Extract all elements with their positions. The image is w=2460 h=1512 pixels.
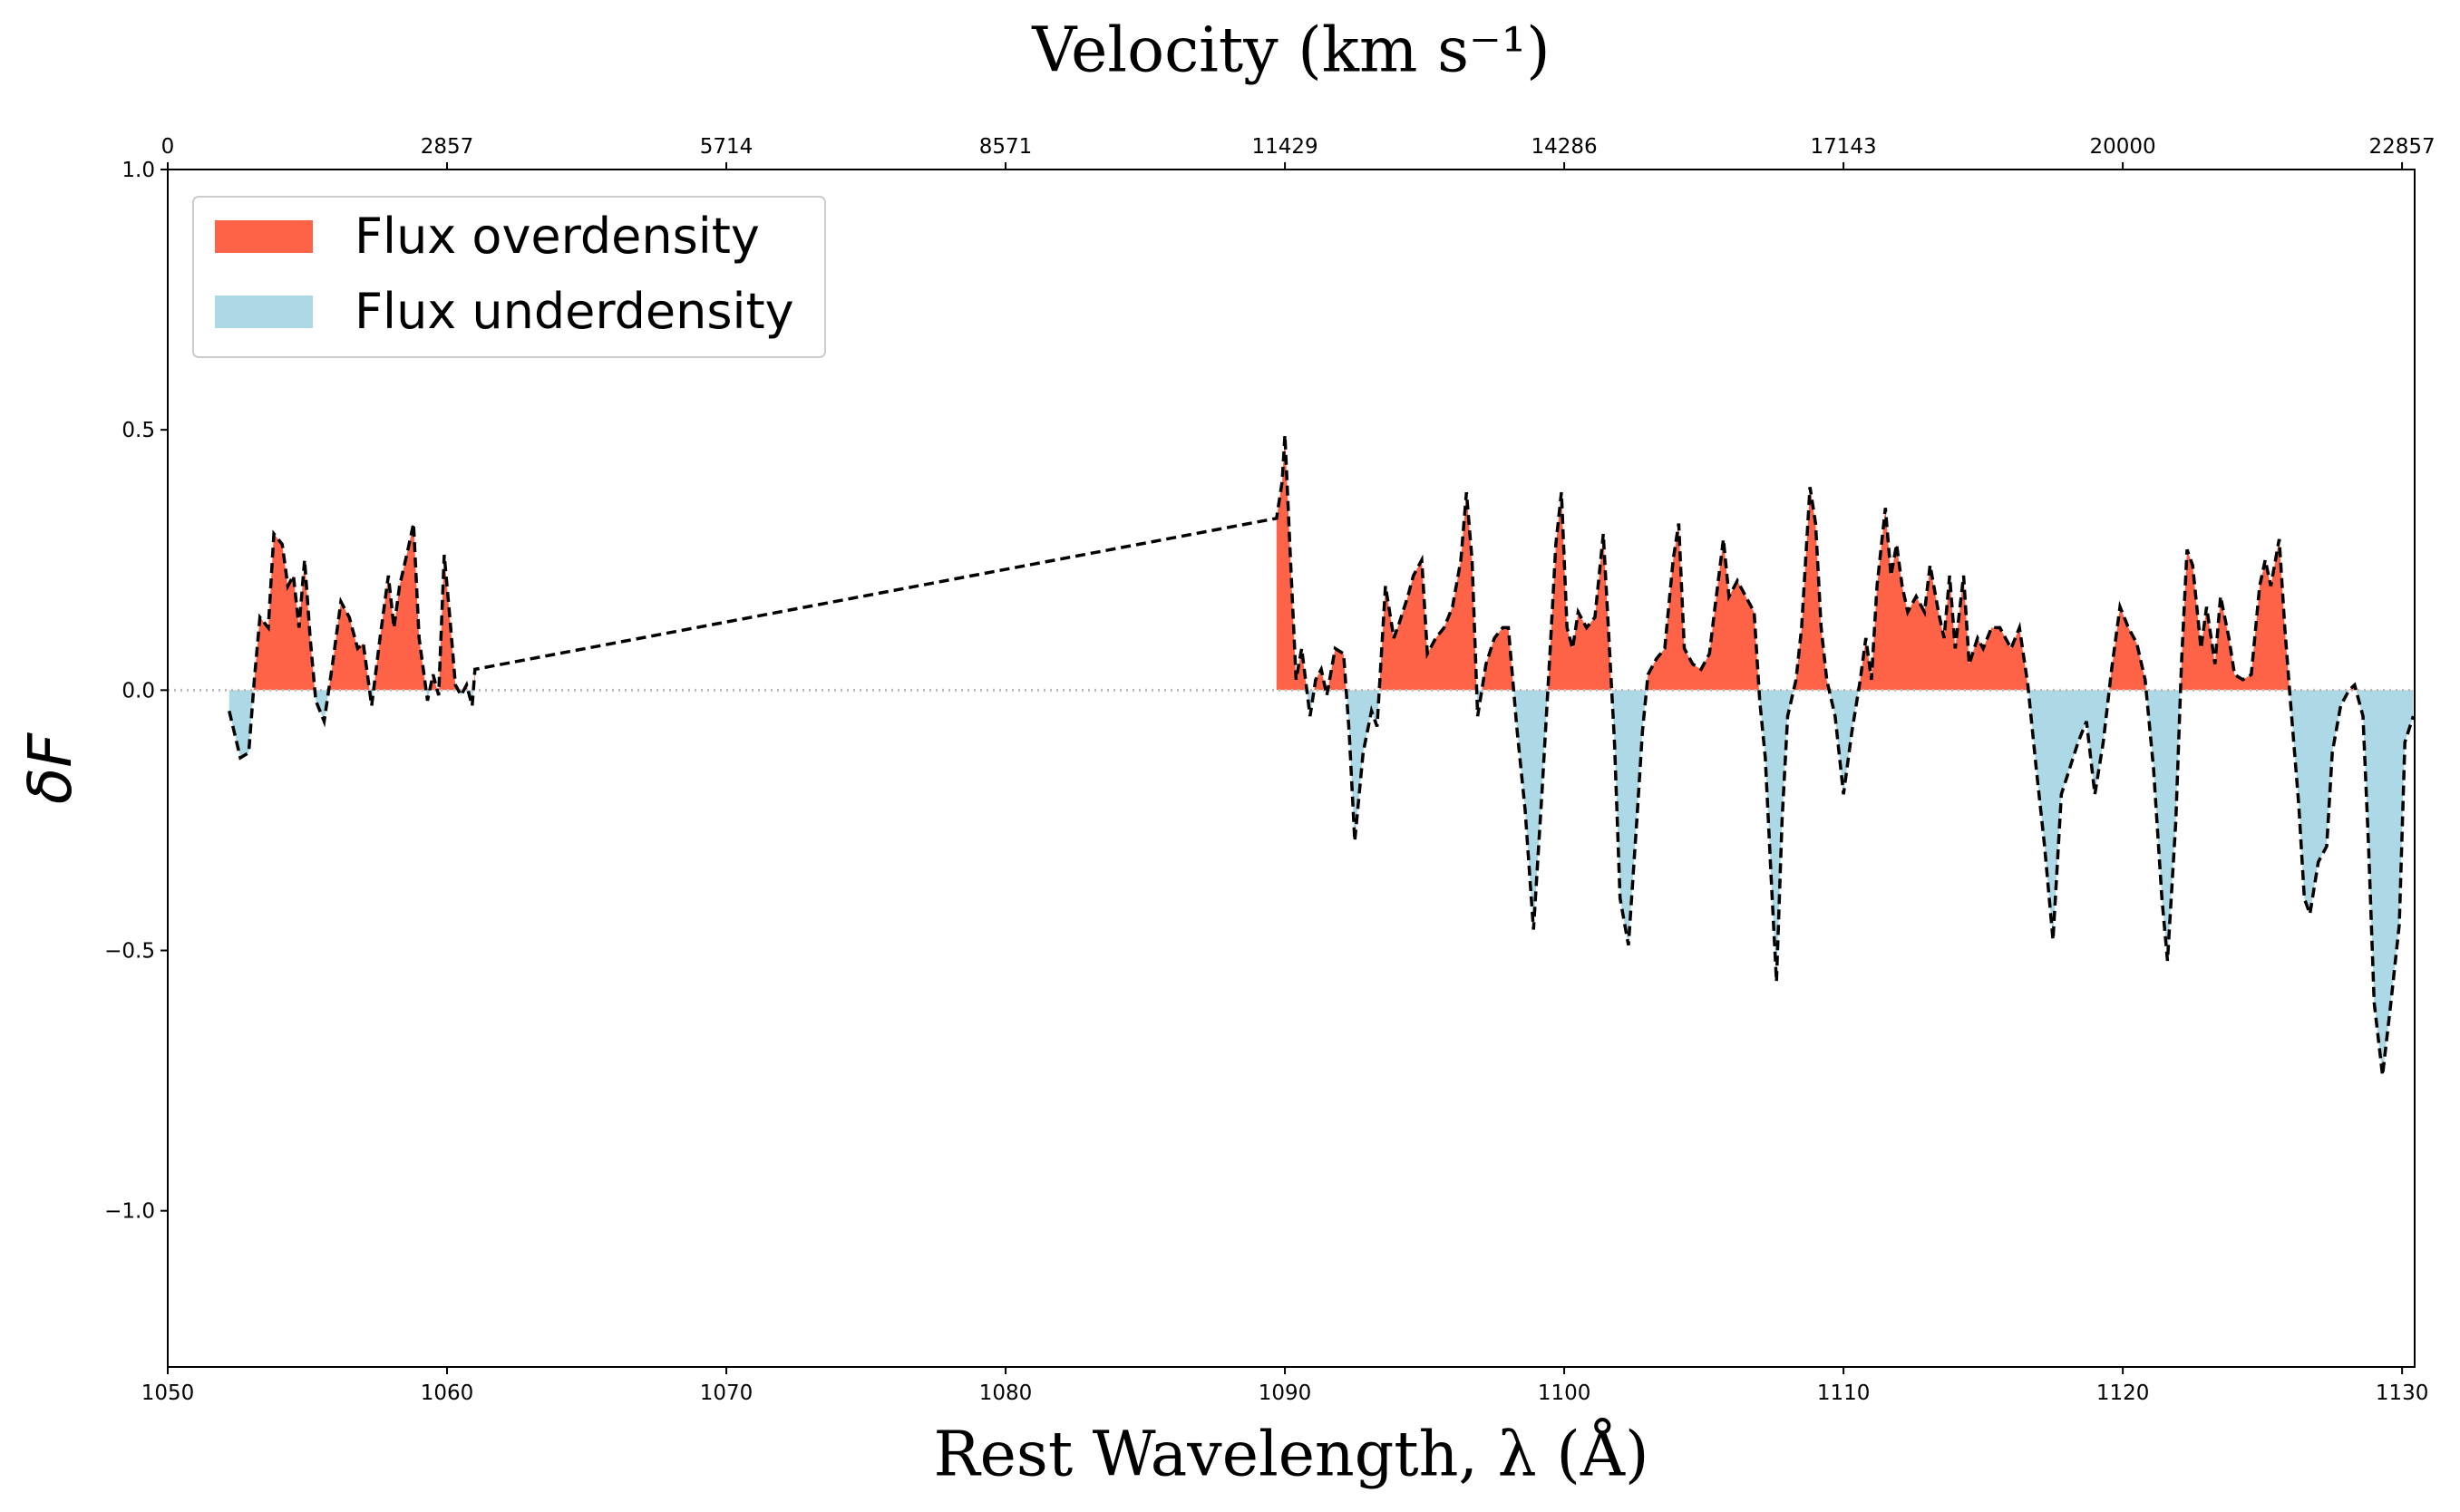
x2-tick-label: 0 (161, 135, 175, 159)
y-axis-label: δF (15, 732, 85, 804)
x-tick-label: 1050 (141, 1381, 195, 1405)
x2-tick-label: 20000 (2090, 135, 2156, 159)
x-tick-label: 1070 (700, 1381, 754, 1405)
y-tick-label: 1.0 (122, 159, 155, 182)
legend-label: Flux underdensity (355, 283, 794, 340)
y-tick-label: −0.5 (104, 940, 155, 964)
x2-tick-label: 2857 (421, 135, 474, 159)
x-tick-label: 1080 (979, 1381, 1033, 1405)
legend-swatch (215, 220, 313, 253)
legend-swatch (215, 296, 313, 328)
y-tick-label: 0.5 (122, 419, 155, 442)
fill-area (253, 523, 475, 691)
x2-tick-label: 5714 (700, 135, 754, 159)
x-tick-label: 1060 (421, 1381, 474, 1405)
plot-frame (167, 169, 2416, 1368)
x-tick-label: 1110 (1817, 1381, 1871, 1405)
legend-label: Flux overdensity (355, 208, 760, 265)
x2-tick-label: 11429 (1252, 135, 1318, 159)
y-tick-label: 0.0 (122, 679, 155, 703)
x2-tick-label: 8571 (979, 135, 1033, 159)
x2-tick-label: 14286 (1531, 135, 1598, 159)
x-tick-label: 1120 (2096, 1381, 2150, 1405)
x-tick-label: 1090 (1259, 1381, 1312, 1405)
x-tick-label: 1130 (2376, 1381, 2429, 1405)
legend-box (192, 196, 826, 358)
x-tick-label: 1100 (1538, 1381, 1591, 1405)
chart-title: Velocity (km s⁻¹) (1031, 15, 1550, 87)
x-axis-label: Rest Wavelength, λ (Å) (933, 1419, 1648, 1491)
x2-tick-label: 17143 (1811, 135, 1877, 159)
x2-tick-label: 22857 (2369, 135, 2436, 159)
y-tick-label: −1.0 (104, 1200, 155, 1224)
fill-area (1276, 690, 2414, 1076)
data-line (228, 434, 2416, 1076)
